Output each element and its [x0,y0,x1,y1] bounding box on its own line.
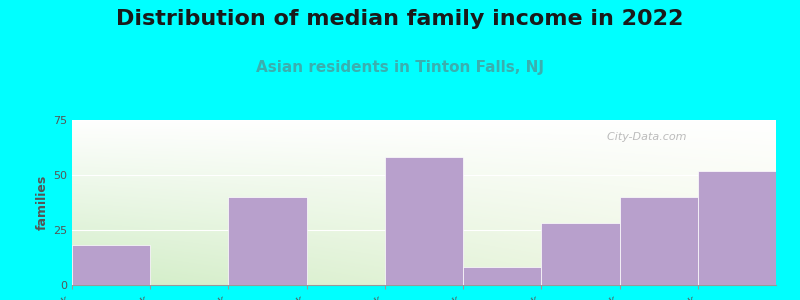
Text: Distribution of median family income in 2022: Distribution of median family income in … [116,9,684,29]
Text: City-Data.com: City-Data.com [600,131,686,142]
Bar [385,158,463,285]
Bar [619,197,698,285]
Bar [72,245,150,285]
Y-axis label: families: families [36,175,49,230]
Bar [698,171,776,285]
Bar [542,224,619,285]
Bar [229,197,306,285]
Bar [463,267,542,285]
Text: Asian residents in Tinton Falls, NJ: Asian residents in Tinton Falls, NJ [256,60,544,75]
